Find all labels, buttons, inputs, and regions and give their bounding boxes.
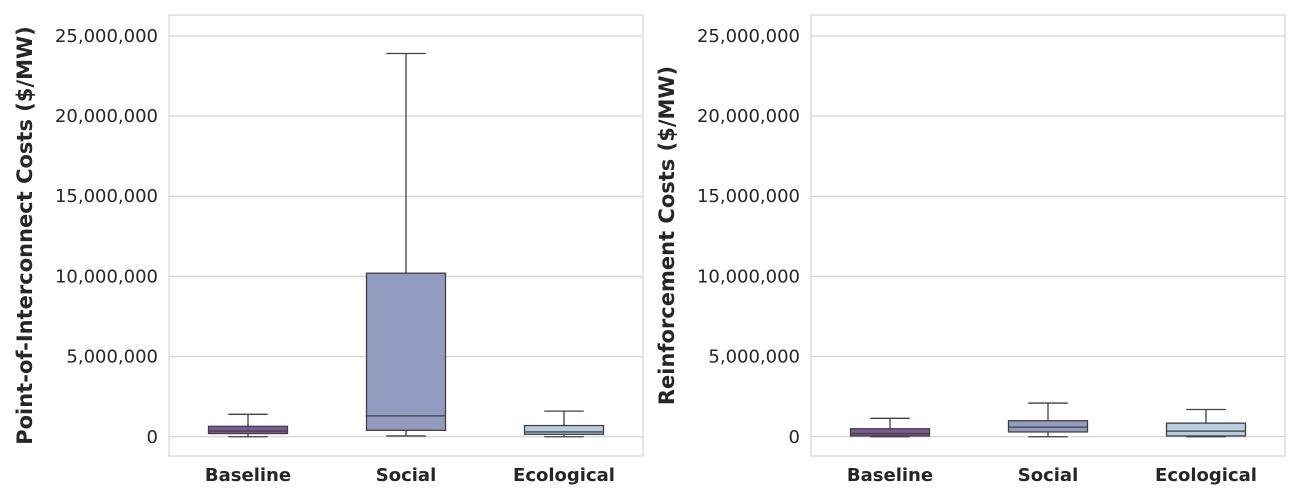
reinforcement-cost-boxplot-panel: 0 5,000,000 10,000,000 15,000,000 20,000,000…: [655, 14, 1286, 486]
box-ecological: [523, 410, 605, 438]
y-tick-label: 20,000,000: [55, 106, 158, 127]
y-tick-label: 10,000,000: [697, 266, 800, 287]
iqr-box: [1165, 422, 1247, 437]
iqr-box: [365, 272, 447, 431]
x-category-label: Ecological: [1155, 465, 1257, 486]
y-tick-label: 15,000,000: [55, 186, 158, 207]
x-category-label: Social: [376, 465, 437, 486]
x-category-label: Baseline: [847, 465, 933, 486]
box-baseline: [207, 413, 289, 438]
y-tick-label: 5,000,000: [66, 347, 158, 368]
y-tick-label: 10,000,000: [55, 266, 158, 287]
y-tick-label: 20,000,000: [697, 106, 800, 127]
box-ecological: [1165, 408, 1247, 438]
y-tick-label: 0: [147, 427, 158, 448]
y-tick-label: 15,000,000: [697, 186, 800, 207]
box-social: [1007, 402, 1089, 438]
iqr-box: [207, 425, 289, 435]
x-category-label: Baseline: [205, 465, 291, 486]
box-baseline: [849, 417, 931, 438]
box-social: [365, 52, 447, 437]
iqr-box: [1007, 420, 1089, 433]
y-axis-title: Reinforcement Costs ($/MW): [655, 66, 679, 405]
poi-cost-boxplot-panel: 0 5,000,000 10,000,000 15,000,000 20,000,000…: [13, 14, 644, 486]
y-tick-label: 25,000,000: [697, 26, 800, 47]
plot-frame: [168, 14, 644, 457]
iqr-box: [849, 428, 931, 437]
y-tick-label: 5,000,000: [708, 347, 800, 368]
plot-frame: [810, 14, 1286, 457]
y-tick-label: 25,000,000: [55, 26, 158, 47]
y-tick-label: 0: [789, 427, 800, 448]
x-category-label: Ecological: [513, 465, 615, 486]
y-axis-title: Point-of-Interconnect Costs ($/MW): [13, 26, 37, 445]
iqr-box: [523, 424, 605, 436]
x-category-label: Social: [1018, 465, 1079, 486]
